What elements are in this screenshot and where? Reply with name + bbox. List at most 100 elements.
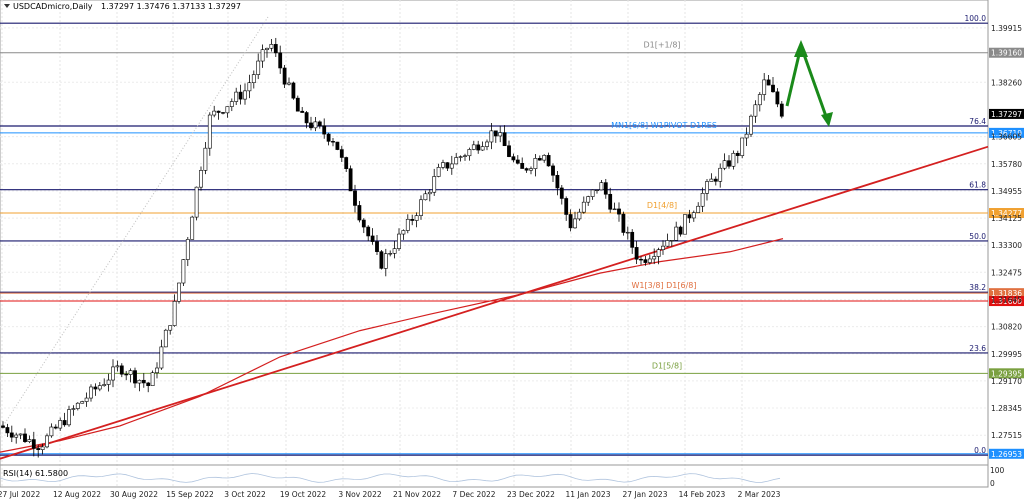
candle-body (172, 301, 177, 326)
candle-body (366, 226, 371, 237)
candle-body (586, 196, 591, 203)
candle-body (141, 379, 146, 384)
candle-body (155, 367, 159, 374)
price-tag-text: 1.31836 (991, 289, 1022, 298)
candle-body (304, 112, 309, 124)
price-tag-text: 1.29395 (991, 369, 1022, 378)
candle-body (691, 212, 696, 219)
candle-body (335, 141, 340, 150)
candle-body (731, 152, 736, 167)
candle-body (45, 435, 49, 448)
level-label: MN1[6/8] W1PIVOT D1RES (611, 121, 717, 130)
y-tick-label: 1.27515 (991, 431, 1022, 440)
candle-body (353, 190, 357, 206)
candle-body (709, 178, 714, 182)
y-tick-label: 1.33300 (991, 241, 1022, 250)
price-tag-text: 1.36719 (991, 129, 1022, 138)
candle-body (546, 155, 551, 167)
candle-body (89, 386, 93, 399)
price-tag-text: 1.31600 (991, 297, 1022, 306)
candle-body (190, 216, 195, 240)
x-tick-label: 27 Jan 2023 (623, 490, 668, 499)
x-tick-label: 7 Dec 2022 (452, 490, 495, 499)
price-tag (989, 208, 1024, 219)
candle-body (273, 44, 278, 54)
candle-body (471, 144, 476, 150)
candle-body (700, 193, 705, 207)
candle-body (427, 191, 432, 195)
candle-body (718, 167, 723, 182)
candle-body (432, 176, 437, 193)
price-tag (989, 288, 1024, 299)
current-price-text: 1.37297 (991, 110, 1022, 119)
candle-body (498, 132, 503, 137)
fib-label: 38.2 (969, 283, 986, 292)
price-tag-text: 1.39160 (991, 49, 1022, 58)
y-tick-label: 1.38260 (991, 78, 1022, 87)
candle-body (383, 253, 388, 269)
x-tick-label: 3 Oct 2022 (224, 490, 266, 499)
candle-body (265, 47, 269, 51)
candle-body (458, 156, 463, 158)
fib-label: 50.0 (969, 232, 986, 241)
candle-body (608, 193, 613, 210)
candle-body (300, 110, 305, 113)
candle-body (524, 168, 529, 171)
candle-body (379, 251, 384, 269)
candle-body (401, 230, 406, 235)
price-tag-text: 1.34277 (991, 209, 1022, 218)
candle-body (744, 133, 749, 139)
y-tick-label: 1.31645 (991, 296, 1022, 305)
candle-body (678, 226, 683, 235)
candle-body (485, 141, 489, 147)
candle-body (489, 130, 494, 143)
x-tick-label: 30 Aug 2022 (110, 490, 158, 499)
candle-body (75, 402, 80, 409)
candle-body (533, 158, 538, 169)
candle-body (705, 181, 709, 194)
fib-label: 0.0 (974, 446, 986, 455)
candle-body (344, 157, 349, 169)
candle-body (58, 420, 63, 429)
candlesticks (1, 37, 784, 458)
candle-body (361, 219, 366, 228)
candle-body (27, 439, 32, 442)
candle-body (771, 84, 775, 93)
candle-body (331, 141, 335, 143)
candle-body (515, 159, 520, 164)
candle-body (203, 147, 208, 171)
triangle-down-icon[interactable] (4, 4, 10, 8)
candle-body (621, 213, 626, 233)
candle-body (53, 426, 58, 429)
candle-body (656, 249, 661, 257)
candle-body (71, 408, 76, 410)
candle-body (410, 218, 415, 221)
candle-body (511, 156, 516, 161)
trendline (0, 145, 989, 460)
fib-label: 100.0 (965, 14, 987, 23)
y-tick-label: 1.34955 (991, 187, 1022, 196)
candle-body (397, 233, 401, 249)
candle-body (106, 379, 111, 385)
candle-body (339, 149, 344, 158)
plot-area[interactable] (0, 0, 989, 488)
trend-drawings (0, 16, 989, 460)
candle-body (480, 146, 485, 151)
level-label: D1[4/8] (647, 201, 677, 210)
candle-body (168, 325, 173, 331)
candle-body (150, 372, 155, 386)
candle-body (177, 282, 181, 302)
candle-body (124, 373, 129, 376)
candle-body (463, 155, 467, 157)
candle-body (749, 115, 753, 135)
current-price-tag (989, 108, 1024, 119)
candle-body (577, 211, 582, 220)
candle-body (207, 114, 212, 149)
candle-body (542, 155, 547, 161)
candle-body (559, 187, 564, 199)
candle-body (661, 245, 665, 250)
candle-body (423, 193, 428, 201)
candle-body (696, 205, 701, 213)
time-axis: 27 Jul 2022 12 Aug 2022 30 Aug 2022 15 Sep … (0, 490, 781, 499)
